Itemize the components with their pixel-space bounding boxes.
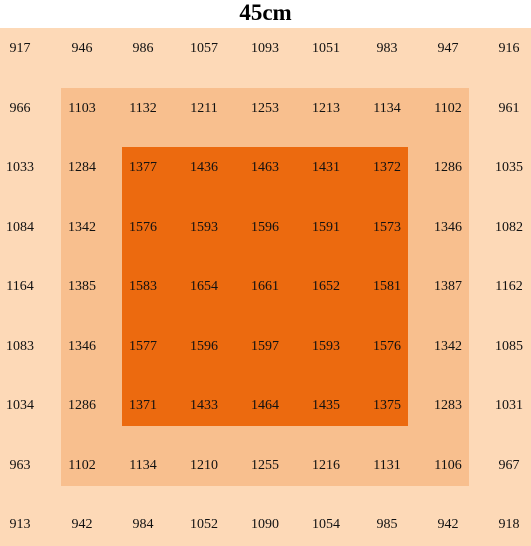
cell-value: 1464	[251, 398, 279, 413]
cell-value: 1433	[190, 398, 218, 413]
cell-value: 1034	[6, 398, 34, 413]
cell-value: 1164	[6, 279, 34, 294]
cell-value: 1286	[68, 398, 96, 413]
cell-value: 1033	[6, 160, 34, 175]
cell-value: 1035	[495, 160, 523, 175]
cell-value: 984	[132, 517, 154, 532]
cell-value: 1596	[251, 219, 279, 235]
cell-value: 963	[9, 457, 31, 473]
cell-value: 1431	[312, 160, 340, 175]
cell-value: 1346	[68, 338, 96, 354]
cell-value: 1654	[190, 279, 218, 294]
cell-value: 1371	[129, 398, 157, 413]
cell-value: 966	[9, 100, 31, 116]
cell-value: 1253	[251, 100, 279, 116]
cell-value: 1132	[129, 100, 157, 116]
cell-value: 1385	[68, 279, 96, 294]
cell-value: 1435	[312, 398, 340, 413]
cell-value: 1342	[68, 219, 96, 235]
cell-value: 913	[9, 517, 31, 532]
cell-value: 1255	[251, 457, 279, 473]
cell-value: 1573	[373, 219, 401, 235]
cell-value: 1436	[190, 160, 218, 175]
cell-value: 985	[376, 517, 398, 532]
cell-value: 1576	[129, 219, 157, 235]
cell-value: 1593	[312, 338, 340, 354]
cell-value: 1054	[312, 517, 340, 532]
cell-value: 917	[9, 41, 31, 56]
cell-value: 1093	[251, 41, 279, 56]
cell-value: 986	[132, 41, 154, 56]
title: 45cm	[239, 0, 292, 25]
cell-value: 918	[498, 517, 520, 532]
cell-value: 1346	[434, 219, 462, 235]
cell-value: 1085	[495, 338, 523, 354]
cell-value: 1052	[190, 517, 218, 532]
cell-value: 1284	[68, 160, 96, 175]
cell-value: 1661	[251, 279, 279, 294]
cell-value: 942	[437, 517, 459, 532]
cell-value: 1082	[495, 219, 523, 235]
cell-value: 947	[437, 41, 459, 56]
cell-value: 1583	[129, 279, 157, 294]
cell-value: 1051	[312, 41, 340, 56]
cell-value: 1286	[434, 160, 462, 175]
cell-value: 1591	[312, 219, 340, 235]
cell-value: 1084	[6, 219, 34, 235]
cell-value: 1162	[495, 279, 523, 294]
cell-value: 1131	[373, 457, 401, 473]
cell-value: 961	[498, 100, 520, 116]
cell-value: 1106	[434, 457, 462, 473]
cell-value: 1596	[190, 338, 218, 354]
cell-value: 1342	[434, 338, 462, 354]
cell-value: 1134	[129, 457, 157, 473]
cell-value: 983	[376, 41, 398, 56]
cell-value: 1211	[190, 100, 218, 116]
cell-value: 1375	[373, 398, 401, 413]
cell-value: 1134	[373, 100, 401, 116]
cell-value: 1581	[373, 279, 401, 294]
cell-value: 1083	[6, 338, 34, 354]
cell-value: 1057	[190, 41, 218, 56]
cell-value: 1387	[434, 279, 462, 294]
cell-value: 1102	[434, 100, 462, 116]
cell-value: 1593	[190, 219, 218, 235]
cell-value: 1652	[312, 279, 340, 294]
cell-value: 1377	[129, 160, 157, 175]
cell-value: 1216	[312, 457, 340, 473]
cell-value: 916	[498, 41, 520, 56]
cell-value: 1597	[251, 338, 279, 354]
cell-value: 1577	[129, 338, 157, 354]
cell-value: 1210	[190, 457, 218, 473]
cell-value: 1103	[68, 100, 96, 116]
cell-value: 1576	[373, 338, 401, 354]
cell-value: 1463	[251, 160, 279, 175]
inner-zone	[122, 147, 408, 426]
cell-value: 1283	[434, 398, 462, 413]
cell-value: 967	[498, 457, 520, 473]
cell-value: 1213	[312, 100, 340, 116]
cell-value: 1372	[373, 160, 401, 175]
cell-value: 942	[71, 517, 93, 532]
cell-value: 1090	[251, 517, 279, 532]
cell-value: 1031	[495, 398, 523, 413]
cell-value: 1102	[68, 457, 96, 473]
cell-value: 946	[71, 41, 93, 56]
